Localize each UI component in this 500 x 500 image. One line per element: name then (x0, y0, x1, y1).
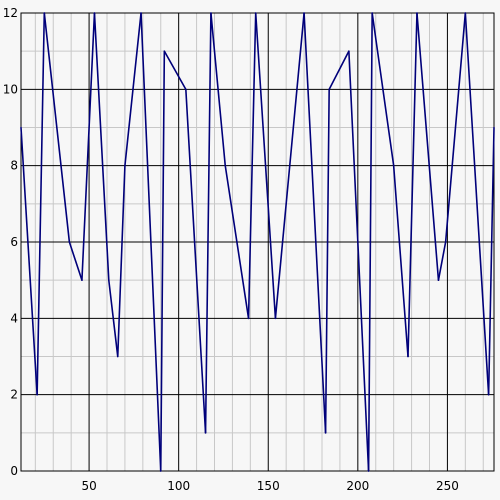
series-segment (20, 126, 38, 396)
data-point (367, 470, 369, 472)
data-point (204, 432, 206, 434)
series-segment (36, 12, 46, 396)
data-point (416, 12, 418, 14)
data-point (140, 12, 142, 14)
x-tick-label: 50 (81, 479, 96, 493)
data-point (407, 355, 409, 357)
data-point (348, 50, 350, 52)
series-segment (367, 12, 373, 472)
data-point (117, 355, 119, 357)
tick-labels: 50 100 150 200 250 0 2 4 6 8 10 12 (3, 6, 459, 493)
data-point (247, 317, 249, 319)
series-segment (328, 50, 350, 91)
data-point (464, 12, 466, 14)
series-segment (303, 12, 327, 434)
series-segment (392, 164, 409, 358)
data-point (371, 12, 373, 14)
data-point (493, 126, 495, 128)
series-segment (140, 12, 162, 472)
series-segment (124, 12, 142, 167)
series-segment (107, 279, 119, 358)
y-tick-label: 4 (10, 311, 18, 325)
series-segment (185, 88, 207, 434)
series-segment (224, 164, 250, 320)
y-tick-label: 0 (10, 464, 18, 478)
series-segment (247, 12, 257, 320)
y-tick-label: 12 (3, 6, 18, 20)
series-segment (43, 12, 71, 243)
data-point (303, 12, 305, 14)
data-point (36, 393, 38, 395)
y-tick-label: 6 (10, 235, 18, 249)
y-tick-label: 10 (3, 82, 18, 96)
series-layer (20, 12, 495, 472)
series-segment (274, 12, 305, 320)
series-segment (254, 12, 277, 320)
data-point (437, 279, 439, 281)
data-point (324, 432, 326, 434)
series-segment (487, 126, 495, 396)
data-point (163, 50, 165, 52)
data-point (255, 12, 257, 14)
series-segment (204, 12, 212, 434)
data-point (20, 126, 22, 128)
x-tick-label: 100 (167, 479, 190, 493)
x-tick-label: 200 (346, 479, 369, 493)
y-tick-label: 2 (10, 388, 18, 402)
data-point (224, 164, 226, 166)
series-segment (464, 12, 490, 396)
x-tick-label: 150 (257, 479, 280, 493)
series-segment (416, 12, 440, 281)
data-point (392, 164, 394, 166)
data-point (160, 470, 162, 472)
x-tick-label: 250 (436, 479, 459, 493)
data-point (108, 279, 110, 281)
series-segment (68, 241, 83, 281)
series-segment (81, 12, 96, 281)
data-point (274, 317, 276, 319)
series-segment (348, 50, 370, 472)
data-point (444, 241, 446, 243)
series-segment (407, 12, 418, 358)
series-segment (159, 50, 166, 472)
series-segment (93, 12, 110, 281)
data-point (328, 88, 330, 90)
series-segment (324, 88, 330, 434)
series-segment (437, 241, 447, 281)
data-point (68, 241, 70, 243)
y-tick-label: 8 (10, 159, 18, 173)
data-point (185, 88, 187, 90)
series-segment (163, 50, 187, 91)
series-segment (210, 12, 227, 167)
data-point (81, 279, 83, 281)
series-segment (371, 12, 395, 167)
series-segment (444, 12, 467, 243)
plot-border (20, 12, 495, 472)
series-segment (116, 164, 126, 358)
data-point (487, 393, 489, 395)
data-point (93, 12, 95, 14)
data-point (43, 12, 45, 14)
data-point (210, 12, 212, 14)
data-point (124, 164, 126, 166)
